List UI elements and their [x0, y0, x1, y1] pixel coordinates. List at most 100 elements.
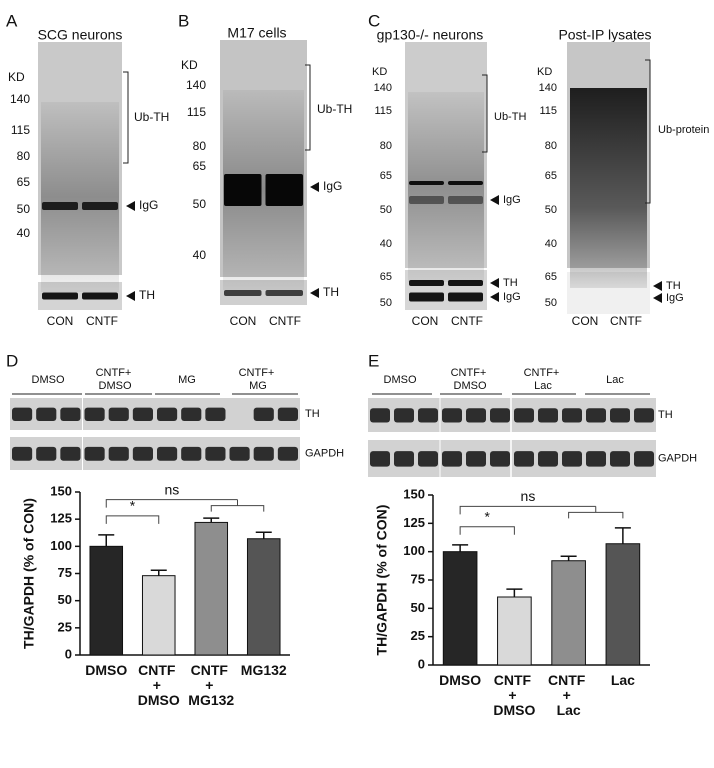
x-tick-label: CNTF + DMSO	[493, 672, 535, 718]
lane-label: CNTF	[610, 314, 642, 328]
lane-label: CON	[47, 314, 74, 328]
blot	[10, 437, 300, 470]
bracket	[123, 71, 129, 164]
x-tick-label-line: CNTF	[548, 672, 589, 688]
x-tick-label-line: DMSO	[439, 672, 481, 688]
band	[514, 408, 534, 423]
marker-label: 65	[380, 271, 392, 283]
band	[12, 407, 33, 422]
band	[634, 408, 654, 423]
marker-label: 40	[545, 238, 557, 250]
bar	[551, 560, 586, 666]
x-tick-label: DMSO	[439, 672, 481, 688]
y-tick-label: 0	[418, 656, 425, 671]
marker-label: 140	[374, 82, 392, 94]
group-label: CNTF+ Lac	[524, 367, 563, 392]
panel-letter: E	[368, 351, 379, 370]
band	[82, 292, 118, 300]
error-bar	[452, 544, 469, 552]
group-label-line: MG	[249, 380, 267, 392]
band	[448, 181, 483, 185]
blot	[368, 398, 656, 432]
band	[409, 292, 444, 302]
group-label: CNTF+ DMSO	[96, 367, 135, 392]
x-tick-label: Lac	[611, 672, 635, 688]
band	[277, 446, 298, 461]
arrow-label: IgG	[139, 198, 158, 212]
x-tick-label-line: +	[205, 677, 217, 693]
x-tick-label-line: CNTF	[138, 662, 179, 678]
significance-bracket	[459, 526, 515, 535]
group-label-line: DMSO	[454, 380, 487, 392]
lane-label: CNTF	[269, 314, 301, 328]
marker-label: 140	[10, 92, 30, 106]
band	[448, 196, 483, 204]
group-label: DMSO	[384, 374, 417, 386]
error-bar	[560, 555, 577, 561]
band	[108, 407, 129, 422]
band	[265, 290, 303, 296]
band	[418, 408, 438, 423]
y-axis-label: TH/GAPDH (% of CON)	[374, 505, 390, 656]
x-tick-label-line: DMSO	[493, 702, 535, 718]
x-tick-label-line: +	[153, 677, 165, 693]
panel-title: Post-IP lysates	[558, 27, 651, 43]
blot	[10, 398, 300, 430]
marker-label: 65	[193, 159, 207, 173]
error-bar	[150, 569, 167, 576]
row-label: TH	[305, 408, 320, 420]
band	[265, 174, 303, 206]
significance-label: ns	[521, 488, 536, 504]
arrow-label: IgG	[666, 292, 684, 304]
x-tick-label: MG132	[241, 662, 287, 678]
band	[409, 280, 444, 286]
row-label: GAPDH	[305, 447, 344, 459]
band	[82, 202, 118, 210]
marker-label: 40	[17, 226, 31, 240]
arrow	[126, 291, 135, 301]
panel-letter: C	[368, 11, 380, 30]
kd-unit: KD	[537, 66, 552, 78]
arrow-label: TH	[666, 280, 681, 292]
band	[277, 407, 298, 422]
significance-bracket	[105, 499, 265, 512]
band	[514, 451, 534, 467]
band	[205, 407, 226, 422]
error-bar	[255, 531, 272, 539]
band	[253, 407, 274, 422]
x-tick-label-line: CNTF	[494, 672, 535, 688]
band	[394, 451, 414, 467]
x-tick-label: CNTF + DMSO	[138, 662, 180, 708]
band	[466, 451, 486, 467]
significance-label: ns	[164, 481, 179, 497]
marker-label: 50	[380, 297, 392, 309]
arrow	[653, 293, 662, 303]
band	[466, 408, 486, 423]
x-tick-label: CNTF + Lac	[548, 672, 589, 718]
band	[84, 407, 105, 422]
kd-unit: KD	[8, 70, 25, 84]
group-label-line: Lac	[534, 380, 552, 392]
marker-label: 65	[380, 170, 392, 182]
smear	[41, 102, 119, 292]
arrow	[490, 195, 499, 205]
band	[490, 451, 510, 467]
arrow-label: TH	[139, 288, 155, 302]
panel-letter: B	[178, 11, 189, 30]
band	[224, 174, 262, 206]
y-tick-label: 125	[50, 511, 72, 526]
bracket	[482, 74, 488, 153]
bar	[246, 538, 281, 656]
band	[418, 451, 438, 467]
arrow	[310, 182, 319, 192]
marker-label: 40	[193, 248, 207, 262]
marker-label: 80	[380, 140, 392, 152]
band	[60, 407, 81, 422]
marker-label: 140	[186, 78, 206, 92]
panel-title: M17 cells	[227, 25, 286, 41]
lane-label: CNTF	[451, 314, 483, 328]
kd-unit: KD	[181, 58, 198, 72]
y-tick-label: 150	[50, 483, 72, 498]
y-tick-label: 150	[403, 486, 425, 501]
lane-label: CON	[412, 314, 439, 328]
